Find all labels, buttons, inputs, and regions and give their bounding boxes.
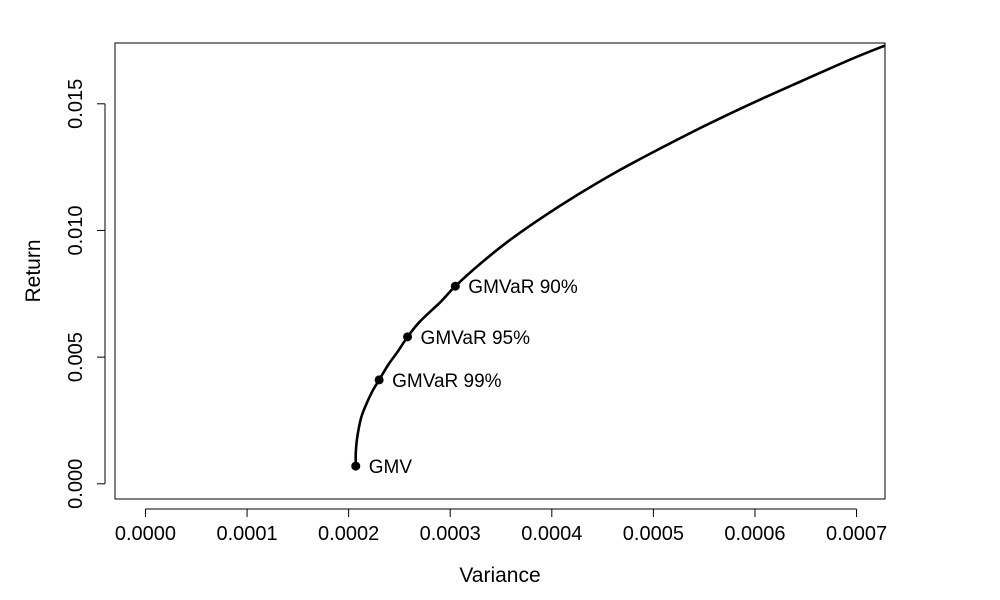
- x-axis-title: Variance: [459, 564, 540, 587]
- plot-frame: [114, 42, 886, 500]
- x-tick-label: 0.0003: [420, 523, 481, 545]
- x-tick-label: 0.0007: [826, 523, 887, 545]
- portfolio-point-label: GMVaR 99%: [392, 371, 502, 392]
- portfolio-point-label: GMV: [369, 457, 413, 478]
- x-tick-label: 0.0004: [521, 523, 582, 545]
- x-tick-label: 0.0000: [115, 523, 176, 545]
- portfolio-point: [351, 461, 361, 471]
- y-tick-label: 0.000: [65, 459, 87, 509]
- y-tick-label: 0.010: [65, 205, 87, 255]
- portfolio-point: [450, 281, 460, 291]
- portfolio-point: [374, 375, 384, 385]
- y-tick-label: 0.015: [65, 79, 87, 129]
- portfolio-points: GMV GMVaR 99% GMVaR 95% GMVaR 90%: [351, 277, 578, 478]
- portfolio-point: [403, 332, 413, 342]
- portfolio-point-label: GMVaR 95%: [421, 328, 531, 349]
- x-tick-label: 0.0006: [724, 523, 785, 545]
- y-tick-label: 0.005: [65, 332, 87, 382]
- x-axis: 0.0000 0.0001 0.0002 0.0003 0.0004 0.0005 0.00…: [115, 508, 887, 545]
- x-tick-label: 0.0002: [318, 523, 379, 545]
- y-axis-title: Return: [22, 239, 45, 302]
- x-tick-label: 0.0005: [623, 523, 684, 545]
- x-tick-label: 0.0001: [216, 523, 277, 545]
- y-axis: 0.000 0.005 0.010 0.015: [65, 79, 106, 509]
- portfolio-point-label: GMVaR 90%: [468, 277, 578, 298]
- efficient-frontier-line: [354, 44, 886, 467]
